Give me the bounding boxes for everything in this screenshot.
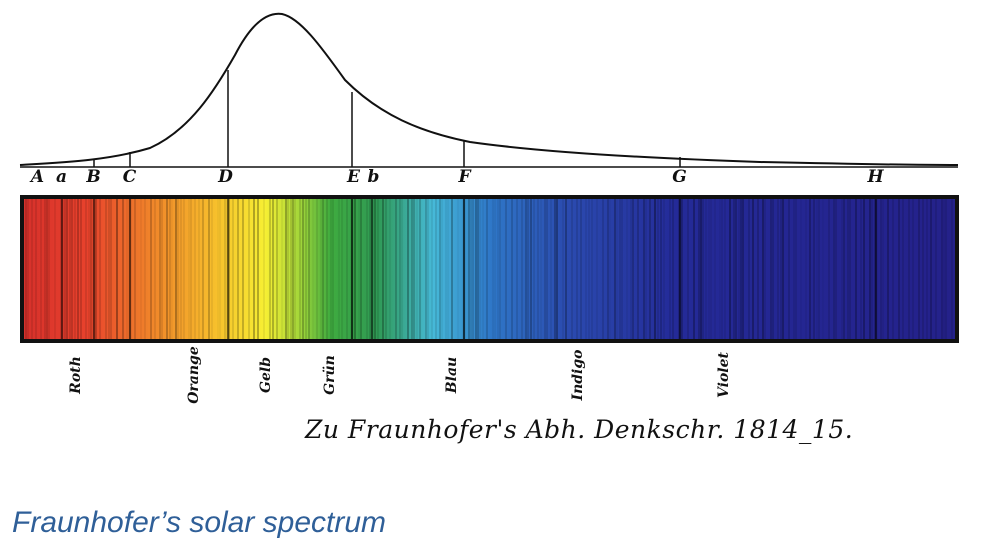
spectrum-band xyxy=(22,197,957,341)
slide-caption: Fraunhofer’s solar spectrum xyxy=(12,506,387,539)
line-label-C: C xyxy=(122,167,138,187)
line-label-b: b xyxy=(367,167,381,187)
line-label-a: a xyxy=(55,167,69,187)
color-name-orange: Orange xyxy=(186,346,202,404)
color-name-gelb: Gelb xyxy=(258,357,274,393)
absorption-lines xyxy=(25,199,953,339)
color-name-gruen: Grün xyxy=(322,355,338,395)
color-name-blau: Blau xyxy=(444,356,460,394)
intensity-curve xyxy=(19,12,959,166)
color-name-indigo: Indigo xyxy=(570,349,586,401)
fraunhofer-drop-lines xyxy=(93,70,681,167)
line-label-H: H xyxy=(867,167,885,187)
line-label-F: F xyxy=(458,167,472,187)
spectrum-frame xyxy=(20,195,959,343)
line-label-B: B xyxy=(86,167,102,187)
line-label-A: A xyxy=(30,167,46,187)
spectrum-figure xyxy=(19,12,959,343)
color-name-roth: Roth xyxy=(68,356,84,394)
line-label-G: G xyxy=(672,167,688,187)
line-label-D: D xyxy=(218,167,234,187)
color-name-violet: Violet xyxy=(716,352,732,398)
engraving-caption: Zu Fraunhofer's Abh. Denkschr. 1814_15. xyxy=(305,415,854,444)
line-label-E: E xyxy=(347,167,361,187)
